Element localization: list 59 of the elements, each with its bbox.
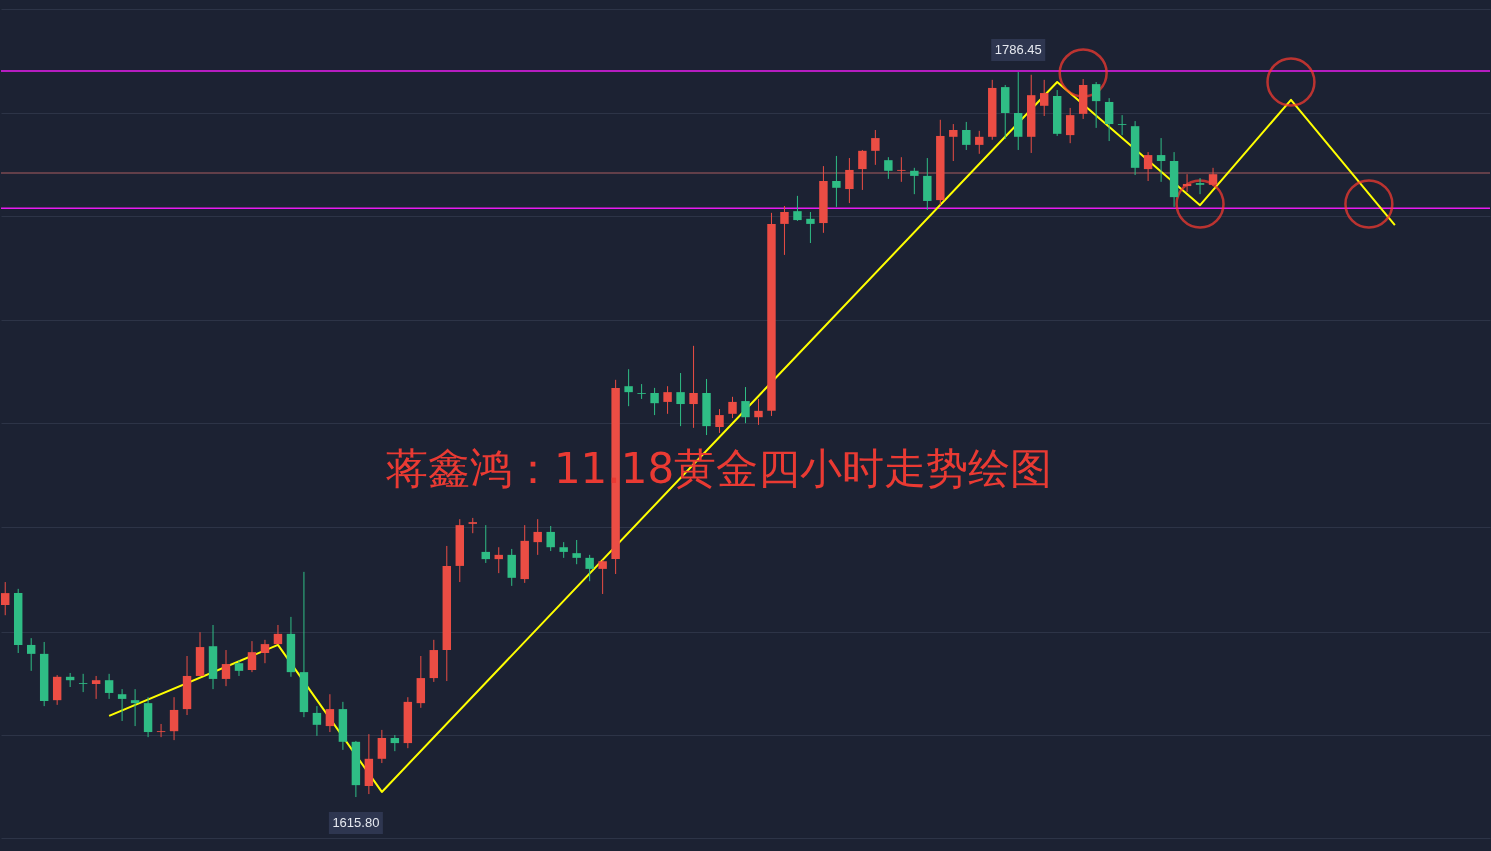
candlestick <box>728 396 737 419</box>
candlestick <box>832 155 841 208</box>
candlestick <box>1 581 10 616</box>
candlestick <box>533 518 542 556</box>
candlestick <box>221 649 231 687</box>
candlestick <box>104 673 114 700</box>
candlestick <box>312 705 322 737</box>
candlestick <box>1104 97 1114 142</box>
candlestick <box>637 383 646 400</box>
candlestick <box>507 548 516 587</box>
candlestick <box>1091 81 1101 129</box>
candlestick <box>858 149 867 191</box>
candlestick <box>26 637 36 672</box>
candlestick <box>156 723 166 738</box>
candlestick <box>260 639 270 664</box>
candlestick <box>884 156 893 180</box>
candlestick <box>897 156 906 183</box>
candlestick <box>624 368 633 407</box>
annotation: 1786.45 <box>994 42 1042 58</box>
candlestick <box>806 211 815 244</box>
candlestick <box>1143 151 1153 182</box>
candlestick <box>572 539 581 565</box>
candlestick <box>585 554 594 582</box>
candlestick <box>91 675 101 700</box>
candlestick <box>715 408 724 434</box>
candlestick <box>1014 71 1023 151</box>
candlestick <box>598 559 607 595</box>
candlestick <box>975 130 984 155</box>
candlestick <box>793 195 802 222</box>
candlestick <box>1039 79 1049 117</box>
candlestick <box>481 524 490 564</box>
candlestick <box>117 688 127 722</box>
candlestick <box>247 640 257 673</box>
candlestick <box>1117 114 1127 136</box>
candlestick <box>377 729 387 764</box>
candlestick <box>949 123 958 162</box>
candlestick <box>754 398 763 426</box>
candlestick <box>1208 167 1218 187</box>
candlestick <box>741 386 750 424</box>
candlestick <box>130 688 140 727</box>
candlestick <box>325 693 335 733</box>
candlestick <box>1065 107 1075 144</box>
candlestick <box>1195 177 1205 195</box>
candlestick <box>650 387 659 416</box>
candlestick <box>663 385 672 415</box>
candlestick <box>52 674 62 706</box>
candlestick <box>962 121 971 151</box>
candlestick <box>689 345 698 429</box>
candlestick <box>676 372 685 427</box>
annotation: 1615.80 <box>332 815 380 831</box>
candlestick <box>871 129 880 166</box>
candlestick <box>780 205 789 256</box>
candlestick <box>169 696 179 741</box>
candlestick <box>910 167 919 195</box>
candlestick <box>78 673 88 693</box>
candlestick <box>1156 137 1166 183</box>
candlestick <box>234 659 244 677</box>
candlestick <box>546 525 555 552</box>
candlestick <box>845 157 854 204</box>
